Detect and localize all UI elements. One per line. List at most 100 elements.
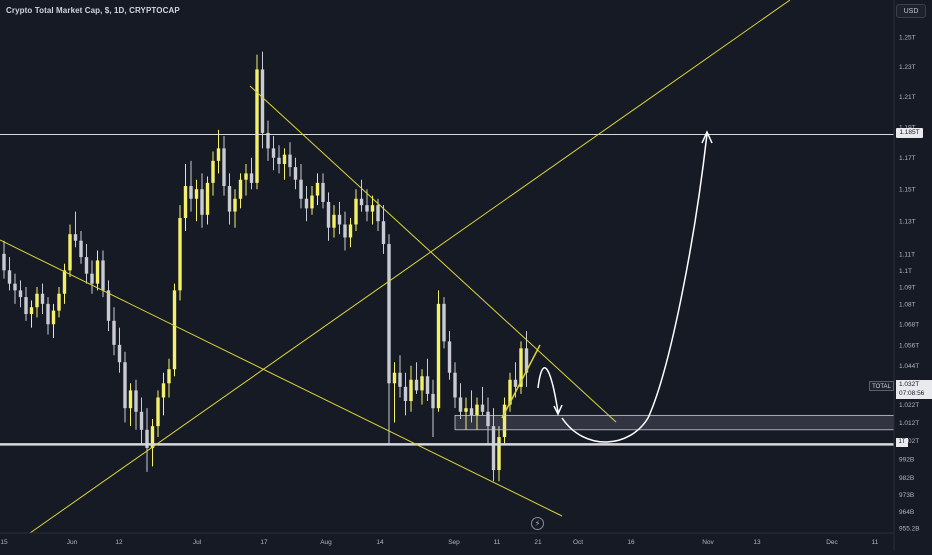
candle-body — [315, 182, 320, 196]
candle-body — [513, 379, 518, 387]
time-tick-label: Aug — [320, 539, 332, 546]
candle-body — [277, 157, 281, 164]
candle-body — [216, 148, 221, 161]
price-tick-label: 1.002T — [899, 438, 919, 445]
price-tick-label: 1.044T — [899, 363, 919, 370]
currency-button[interactable]: USD — [896, 4, 926, 18]
candle-body — [145, 429, 149, 448]
candle-body — [480, 404, 485, 412]
ascending-trendline — [29, 0, 791, 534]
candle-body — [13, 283, 17, 291]
projection-rally-arrowhead — [701, 130, 713, 144]
time-tick-label: 17 — [260, 539, 268, 546]
price-tick-label: 1.1T — [899, 268, 912, 275]
candle-body — [436, 303, 441, 409]
price-axis-bg — [894, 0, 932, 550]
candle-body — [128, 390, 133, 409]
candle-body — [189, 186, 193, 199]
candle-body — [381, 221, 386, 244]
candle-body — [134, 390, 138, 412]
candle-body — [524, 348, 529, 373]
candle-body — [464, 408, 468, 412]
candle-body — [167, 369, 171, 384]
candle-body — [51, 310, 56, 325]
time-tick-label: 13 — [753, 539, 761, 546]
price-tick-label: 982B — [899, 475, 914, 482]
candle-body — [376, 205, 380, 222]
candle-body — [288, 154, 292, 168]
candle-body — [73, 234, 78, 241]
candle-body — [18, 290, 23, 298]
candle-body — [139, 411, 144, 430]
candle-body — [222, 148, 226, 187]
candle-body — [266, 132, 270, 149]
candle-body — [260, 69, 265, 133]
time-axis[interactable]: 15 Jun 12 Jul 17 Aug 14 Sep 11 21 Oct 16 Nov 13 Dec 11 — [0, 532, 894, 546]
candle-body — [337, 214, 342, 225]
candle-body — [172, 290, 177, 370]
candle-body — [79, 240, 83, 258]
candle-body — [46, 303, 50, 325]
price-tick-label: 1.068T — [899, 322, 919, 329]
candle-body — [343, 224, 347, 238]
candle-body — [90, 273, 94, 284]
price-tick-label: 1.056T — [899, 342, 919, 349]
candle-body — [508, 379, 512, 405]
candle-body — [458, 397, 463, 412]
candle-body — [29, 307, 34, 315]
time-tick-label: Oct — [573, 539, 583, 546]
time-tick-label: Jun — [67, 539, 78, 546]
price-tick-label: 1.09T — [899, 285, 916, 292]
chart-title: Crypto Total Market Cap, $, 1D, CRYPTOCA… — [6, 6, 180, 15]
candle-body — [453, 372, 457, 398]
candle-body — [392, 372, 397, 384]
candle-body — [442, 303, 446, 342]
candle-body — [200, 189, 204, 215]
price-tick-label: 1.012T — [899, 420, 919, 427]
candle-body — [398, 372, 402, 387]
short-rising-trendline — [501, 344, 541, 419]
candle-body — [365, 205, 369, 212]
time-tick-label: 12 — [115, 539, 123, 546]
lightning-icon[interactable]: ⚡ — [531, 517, 544, 530]
candle-body — [161, 383, 166, 398]
candle-body — [387, 243, 391, 384]
time-tick-label: 21 — [534, 539, 542, 546]
time-tick-label: 11 — [494, 539, 501, 546]
symbol-tag: TOTAL — [869, 381, 894, 391]
candle-body — [304, 198, 309, 209]
candle-body — [205, 182, 210, 215]
candle-body — [238, 179, 243, 199]
price-tick-label: 1.21T — [899, 94, 916, 101]
price-tick-label: 1.15T — [899, 187, 916, 194]
candle-body — [227, 186, 232, 212]
candle-body — [348, 224, 353, 238]
price-tick-label: 1.11T — [899, 251, 915, 258]
resistance-level-tag: 1.185T — [896, 128, 923, 138]
candle-body — [293, 167, 298, 180]
candle-body — [57, 293, 61, 311]
candle-body — [101, 260, 105, 291]
candle-body — [475, 404, 479, 416]
candle-body — [244, 173, 248, 180]
price-tick-label: 973B — [899, 492, 914, 499]
drawings-layer[interactable] — [0, 0, 895, 534]
candle-body — [62, 270, 67, 294]
time-tick-label: 16 — [627, 539, 635, 546]
price-axis[interactable]: 1.25T 1.23T 1.21T 1.19T 1.17T 1.15T 1.13T 1.11T… — [893, 0, 932, 550]
time-tick-label: 11 — [872, 539, 879, 546]
candle-body — [497, 437, 501, 471]
candle-body — [469, 408, 474, 416]
candle-body — [233, 198, 237, 212]
bar-countdown: 07:08:56 — [899, 390, 925, 397]
candle-body — [2, 253, 6, 271]
candle-body — [178, 218, 182, 291]
price-tick-label: 1.23T — [899, 64, 916, 71]
candle-body — [249, 173, 254, 183]
candle-body — [84, 257, 89, 274]
projection-drop-path — [537, 367, 559, 413]
candle-body — [40, 293, 45, 304]
price-tick-label: 1.25T — [899, 35, 916, 42]
